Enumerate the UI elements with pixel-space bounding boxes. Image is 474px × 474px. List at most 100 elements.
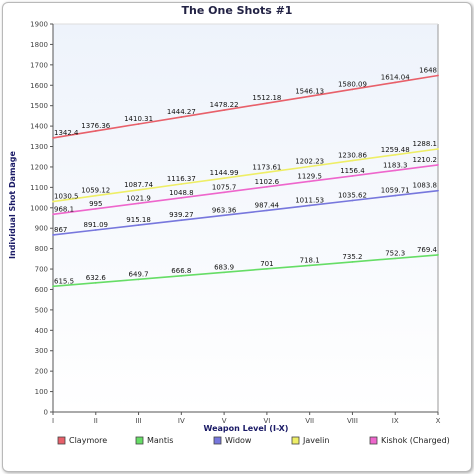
- data-point-kishok-charged: [437, 163, 439, 166]
- data-label-widow: 987.44: [255, 201, 280, 209]
- y-tick-label: 1500: [30, 102, 48, 110]
- data-point-kishok-charged: [52, 213, 54, 216]
- data-point-kishok-charged: [394, 169, 397, 172]
- data-label-kishok-charged: 968.1: [54, 205, 74, 213]
- data-point-javelin: [52, 200, 54, 203]
- data-point-claymore: [394, 81, 397, 84]
- x-tick-label: VIII: [347, 417, 358, 425]
- data-point-claymore: [437, 74, 439, 77]
- series-line-mantis: [52, 254, 439, 288]
- x-tick-label: IX: [392, 417, 399, 425]
- data-point-mantis: [265, 267, 268, 270]
- data-point-javelin: [180, 183, 183, 185]
- legend-swatch-javelin: [291, 436, 300, 445]
- y-tick-label: 300: [35, 347, 48, 355]
- data-point-claymore: [351, 88, 354, 91]
- data-point-mantis: [437, 253, 439, 256]
- data-label-kishok-charged: 1102.6: [255, 178, 280, 186]
- y-tick-label: 100: [35, 388, 48, 396]
- data-label-claymore: 1342.4: [54, 129, 79, 137]
- series-line-kishok-charged: [52, 164, 439, 216]
- x-tick-label: II: [94, 417, 98, 425]
- data-label-mantis: 769.4: [417, 246, 438, 254]
- data-point-javelin: [265, 171, 268, 174]
- data-label-javelin: 1059.12: [81, 187, 110, 195]
- series-line-claymore: [52, 74, 439, 139]
- data-label-javelin: 1144.99: [210, 169, 239, 177]
- data-point-widow: [180, 219, 183, 222]
- legend: Claymore Mantis Widow Javelin Kishok (Charge…: [57, 436, 450, 445]
- data-point-widow: [223, 214, 226, 217]
- legend-swatch-kishok-charged: [369, 436, 378, 445]
- data-label-widow: 939.27: [169, 211, 194, 219]
- series-layer: [52, 74, 439, 288]
- x-tick-label: IV: [178, 417, 185, 425]
- legend-label-javelin: Javelin: [302, 436, 329, 445]
- data-point-kishok-charged: [351, 174, 354, 177]
- data-label-claymore: 1648: [419, 66, 437, 74]
- data-label-kishok-charged: 1075.7: [212, 183, 237, 191]
- plot-area: [53, 23, 439, 412]
- data-point-kishok-charged: [265, 185, 268, 188]
- data-point-claymore: [94, 130, 97, 132]
- data-point-kishok-charged: [137, 202, 140, 205]
- data-label-mantis: 752.3: [385, 249, 405, 257]
- x-tick-label: I: [52, 417, 54, 425]
- y-tick-label: 0: [44, 409, 48, 417]
- y-tick-label: 500: [35, 306, 48, 314]
- data-point-widow: [394, 194, 397, 197]
- data-point-mantis: [180, 274, 183, 277]
- data-point-javelin: [223, 177, 226, 180]
- y-tick-label: 1700: [30, 61, 48, 69]
- x-tick-label: III: [135, 417, 141, 425]
- data-label-kishok-charged: 1129.5: [297, 172, 322, 180]
- data-label-javelin: 1116.37: [167, 175, 196, 183]
- data-point-claymore: [180, 116, 183, 118]
- data-point-mantis: [137, 278, 140, 281]
- data-label-claymore: 1444.27: [167, 108, 196, 116]
- data-point-widow: [137, 224, 140, 227]
- legend-label-widow: Widow: [225, 436, 252, 445]
- x-axis: I II III IV V VI VII VIII IX X: [52, 411, 441, 425]
- data-point-claymore: [137, 123, 140, 125]
- y-tick-label: 600: [35, 286, 48, 294]
- data-label-mantis: 683.9: [214, 263, 234, 271]
- data-label-widow: 1011.53: [295, 196, 324, 204]
- data-point-claymore: [265, 102, 268, 105]
- data-label-kishok-charged: 1156.4: [340, 167, 365, 175]
- x-tick-label: V: [222, 417, 227, 425]
- x-tick-label: VII: [305, 417, 314, 425]
- data-label-mantis: 649.7: [129, 270, 149, 278]
- data-label-claymore: 1478.22: [210, 101, 239, 109]
- data-label-claymore: 1512.18: [252, 94, 281, 102]
- data-label-claymore: 1580.09: [338, 80, 367, 88]
- data-point-widow: [351, 199, 354, 202]
- data-point-mantis: [94, 281, 97, 284]
- legend-swatch-mantis: [135, 436, 144, 445]
- data-point-widow: [94, 229, 97, 231]
- y-tick-label: 1800: [30, 41, 48, 49]
- y-tick-label: 900: [35, 225, 48, 233]
- y-tick-label: 200: [35, 368, 48, 376]
- data-point-widow: [308, 204, 311, 207]
- y-axis-title: Individual Shot Damage: [8, 150, 17, 259]
- y-tick-label: 1000: [30, 204, 48, 212]
- data-point-kishok-charged: [180, 196, 183, 199]
- legend-swatch-widow: [213, 436, 222, 445]
- data-label-widow: 867: [54, 226, 67, 234]
- data-label-javelin: 1030.5: [54, 193, 79, 201]
- data-point-javelin: [437, 148, 439, 150]
- data-point-widow: [52, 234, 54, 236]
- data-label-kishok-charged: 1048.8: [169, 189, 194, 197]
- data-point-mantis: [351, 260, 354, 263]
- data-label-kishok-charged: 1021.9: [126, 194, 151, 202]
- data-point-javelin: [94, 194, 97, 197]
- data-label-widow: 915.18: [126, 216, 151, 224]
- y-tick-label: 400: [35, 327, 48, 335]
- data-point-mantis: [308, 264, 311, 267]
- data-label-javelin: 1202.23: [295, 157, 324, 165]
- y-tick-label: 1300: [30, 143, 48, 151]
- y-tick-label: 1600: [30, 82, 48, 90]
- plot-background: [53, 24, 438, 412]
